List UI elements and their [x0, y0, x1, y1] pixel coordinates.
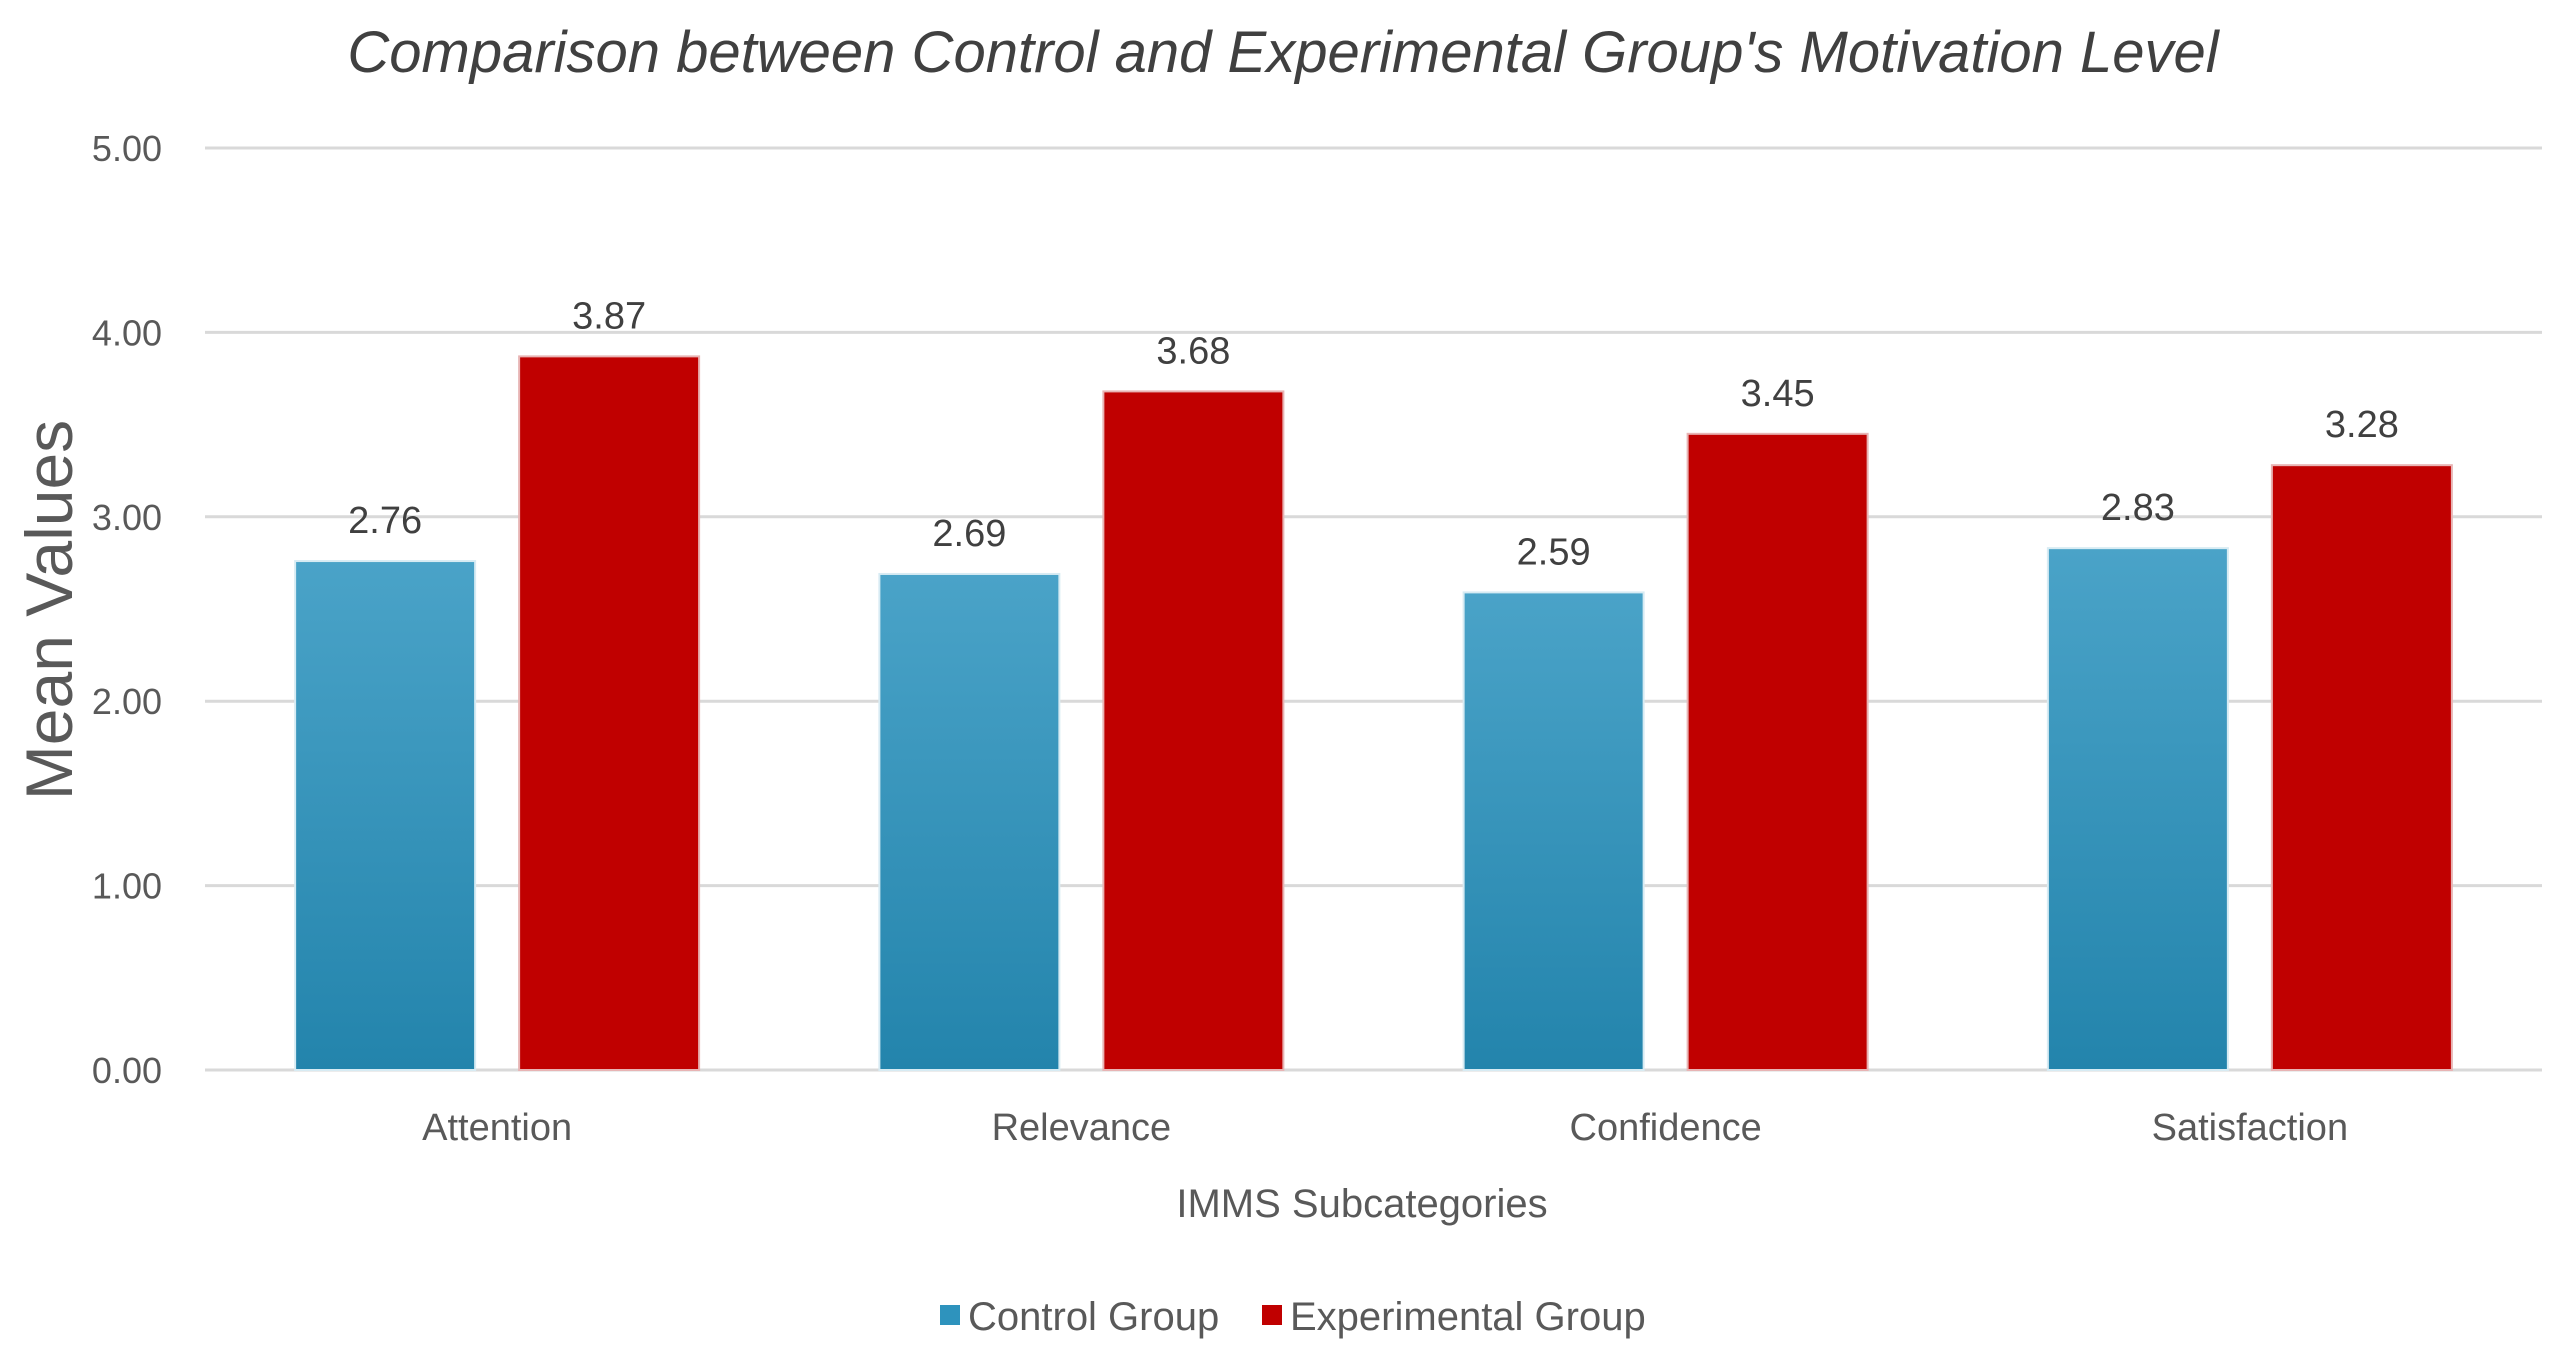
legend-swatch	[1262, 1305, 1282, 1325]
data-label: 2.59	[1517, 531, 1591, 573]
bar-control-group-attention	[294, 560, 477, 1072]
x-category-label: Attention	[422, 1107, 572, 1149]
data-label: 3.87	[572, 295, 646, 337]
legend-swatch	[940, 1305, 960, 1325]
data-label: 2.76	[348, 500, 422, 542]
legend-label: Experimental Group	[1290, 1295, 1646, 1339]
bar-experimental-group-confidence	[1686, 432, 1869, 1071]
x-category-label: Satisfaction	[2152, 1107, 2348, 1149]
y-tick-label: 1.00	[92, 866, 162, 907]
data-label: 2.69	[932, 513, 1006, 555]
y-axis-ticks: 0.00 1.00 2.00 3.00 4.00 5.00	[92, 128, 162, 1091]
x-category-label: Relevance	[992, 1107, 1172, 1149]
legend: Control Group Experimental Group	[940, 1295, 1646, 1339]
data-label: 3.45	[1741, 373, 1815, 415]
y-axis-label: Mean Values	[12, 420, 86, 800]
y-tick-label: 0.00	[92, 1050, 162, 1091]
bar-control-group-confidence	[1462, 591, 1645, 1071]
data-label: 3.68	[1156, 330, 1230, 372]
bar-control-group-satisfaction	[2046, 547, 2229, 1071]
y-tick-label: 5.00	[92, 128, 162, 169]
legend-item-control-group: Control Group	[940, 1295, 1219, 1339]
legend-item-experimental-group: Experimental Group	[1262, 1295, 1646, 1339]
y-tick-label: 3.00	[92, 497, 162, 538]
bar-experimental-group-relevance	[1102, 390, 1285, 1071]
bar-control-group-relevance	[878, 572, 1061, 1071]
data-label: 2.83	[2101, 487, 2175, 529]
chart-title: Comparison between Control and Experimen…	[347, 20, 2220, 85]
y-tick-label: 4.00	[92, 312, 162, 353]
data-labels: 2.76 3.87 2.69 3.68 2.59 3.45 2.83 3.28	[348, 295, 2399, 573]
legend-label: Control Group	[968, 1295, 1219, 1339]
x-axis-label: IMMS Subcategories	[1176, 1182, 1547, 1226]
x-category-label: Confidence	[1570, 1107, 1762, 1149]
bars	[294, 355, 2453, 1072]
x-axis-categories: Attention Relevance Confidence Satisfaction	[422, 1107, 2348, 1149]
data-label: 3.28	[2325, 404, 2399, 446]
y-tick-label: 2.00	[92, 681, 162, 722]
bar-experimental-group-attention	[518, 355, 701, 1071]
bar-experimental-group-satisfaction	[2270, 464, 2453, 1071]
